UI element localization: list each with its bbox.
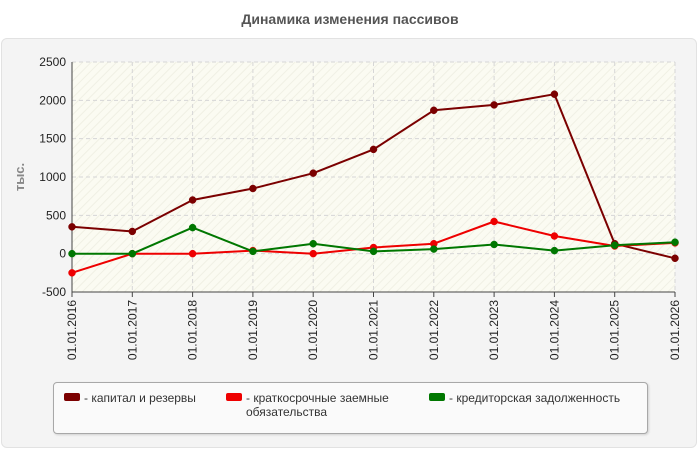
x-tick-label: 01.01.2020 [306,300,320,360]
data-point-0 [309,169,317,177]
chart-legend: - капитал и резервы - краткосрочные заем… [53,382,648,434]
y-tick-label: 2000 [39,93,66,107]
data-point-2 [550,246,559,255]
data-point-1 [68,269,76,277]
data-point-2 [128,249,137,258]
data-point-2 [490,240,498,249]
data-point-1 [309,249,317,258]
legend-label-shortterm: - краткосрочные заемные обязательства [246,391,389,419]
data-point-2 [68,249,76,258]
data-point-0 [249,184,257,193]
data-point-0 [68,223,76,231]
legend-label-payables: - кредиторская задолженность [449,391,621,405]
data-point-2 [369,247,378,256]
y-axis-label: тыс. [12,163,27,191]
data-point-0 [490,101,498,109]
data-point-0 [128,227,137,236]
x-tick-label: 01.01.2018 [186,300,200,360]
data-point-0 [430,106,438,115]
legend-swatch-shortterm [226,393,242,401]
legend-label-capital: - капитал и резервы [84,391,196,405]
legend-swatch-capital [64,393,80,401]
data-point-0 [550,90,559,98]
data-point-1 [550,232,559,240]
data-point-2 [671,238,679,246]
data-point-1 [188,249,197,258]
x-tick-label: 01.01.2019 [246,300,260,360]
data-point-0 [188,196,197,204]
data-point-0 [671,254,679,263]
data-point-2 [610,241,619,249]
x-tick-label: 01.01.2024 [547,300,561,360]
legend-swatch-payables [429,393,445,401]
data-point-2 [188,223,197,232]
x-tick-label: 01.01.2017 [125,300,139,360]
x-tick-label: 01.01.2016 [65,300,79,360]
x-tick-label: 01.01.2023 [487,300,501,360]
x-tick-label: 01.01.2021 [367,300,381,360]
x-tick-label: 01.01.2026 [668,300,682,360]
y-tick-label: 0 [59,247,66,261]
y-tick-label: 1000 [39,170,66,184]
data-point-2 [309,239,317,248]
y-tick-label: 2500 [39,55,66,69]
chart-title: Динамика изменения пассивов [241,11,459,27]
data-point-0 [369,145,378,154]
y-tick-label: 500 [46,208,66,222]
data-point-1 [490,217,498,226]
data-point-2 [430,245,438,253]
y-tick-label: -500 [42,285,66,299]
x-tick-label: 01.01.2022 [427,300,441,360]
data-point-2 [249,247,257,256]
y-tick-label: 1500 [39,132,66,146]
x-tick-label: 01.01.2025 [608,300,622,360]
